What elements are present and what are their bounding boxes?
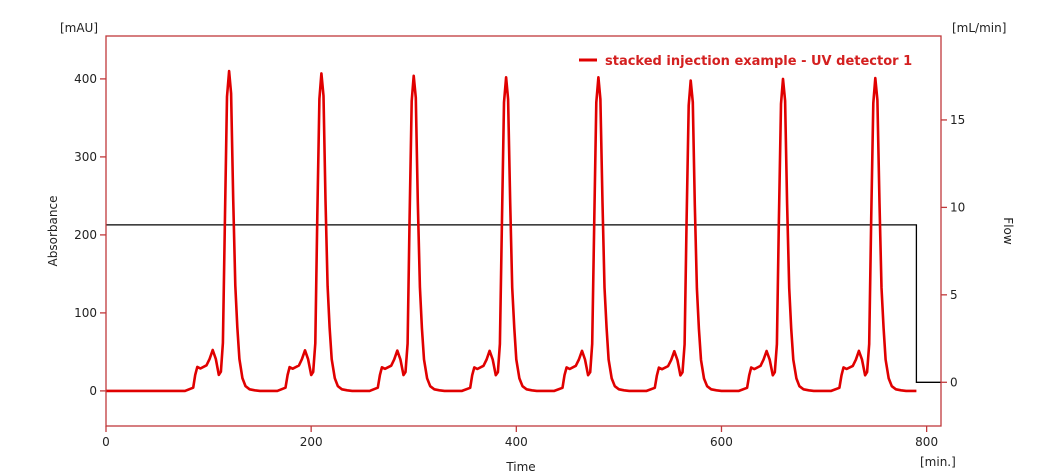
x-tick-label: 400 [505,435,528,449]
y2-tick-label: 0 [950,375,958,389]
bottom-axis-unit: [min.] [920,455,956,469]
right-axis-title: Flow [1001,217,1015,245]
axis-ticks: 0 100 200 300 400 0 5 10 15 0 200 400 600 800 [74,72,965,449]
x-tick-label: 600 [710,435,733,449]
y2-tick-label: 10 [950,200,965,214]
left-axis-title: Absorbance [46,196,60,267]
y-tick-label: 300 [74,150,97,164]
y-tick-label: 100 [74,306,97,320]
legend-label: stacked injection example - UV detector … [605,54,912,69]
x-tick-label: 800 [915,435,938,449]
flow-trace [106,224,941,383]
plot-frame [105,35,942,427]
y2-tick-label: 5 [950,288,958,302]
legend: stacked injection example - UV detector … [579,54,912,69]
plot-traces [106,69,941,393]
right-axis-unit: [mL/min] [952,21,1006,35]
y2-tick-label: 15 [950,113,965,127]
y-tick-label: 200 [74,228,97,242]
x-tick-label: 0 [102,435,110,449]
bottom-axis-title: Time [505,460,535,474]
y-tick-label: 400 [74,72,97,86]
uv-detector-trace [106,69,917,393]
y-tick-label: 0 [89,384,97,398]
left-axis-unit: [mAU] [60,21,98,35]
x-tick-label: 200 [300,435,323,449]
